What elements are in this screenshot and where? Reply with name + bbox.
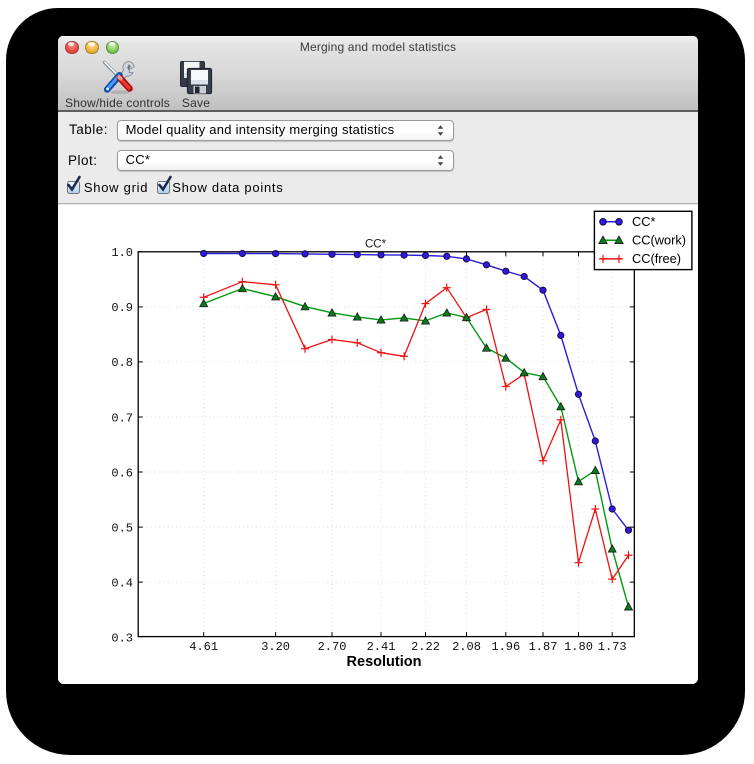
svg-text:CC*: CC* (632, 214, 655, 229)
svg-text:3.20: 3.20 (261, 640, 290, 654)
svg-text:1.73: 1.73 (598, 640, 627, 654)
svg-text:2.22: 2.22 (411, 640, 440, 654)
svg-text:2.41: 2.41 (367, 640, 396, 654)
svg-text:0.7: 0.7 (111, 411, 133, 425)
svg-text:1.87: 1.87 (529, 640, 558, 654)
svg-text:CC(free): CC(free) (632, 251, 681, 266)
svg-text:0.3: 0.3 (111, 632, 133, 646)
svg-text:0.9: 0.9 (111, 301, 133, 315)
svg-text:0.6: 0.6 (111, 466, 133, 480)
svg-text:1.80: 1.80 (564, 640, 593, 654)
svg-text:4.61: 4.61 (189, 640, 218, 654)
svg-text:0.5: 0.5 (111, 521, 133, 535)
svg-text:CC*: CC* (365, 239, 387, 251)
svg-text:2.08: 2.08 (452, 640, 481, 654)
svg-text:0.4: 0.4 (111, 576, 133, 590)
svg-text:1.0: 1.0 (111, 246, 133, 260)
svg-text:0.8: 0.8 (111, 356, 133, 370)
svg-text:2.70: 2.70 (318, 640, 347, 654)
svg-text:1.96: 1.96 (491, 640, 520, 654)
svg-text:CC(work): CC(work) (632, 233, 686, 248)
svg-text:Resolution: Resolution (347, 654, 422, 670)
